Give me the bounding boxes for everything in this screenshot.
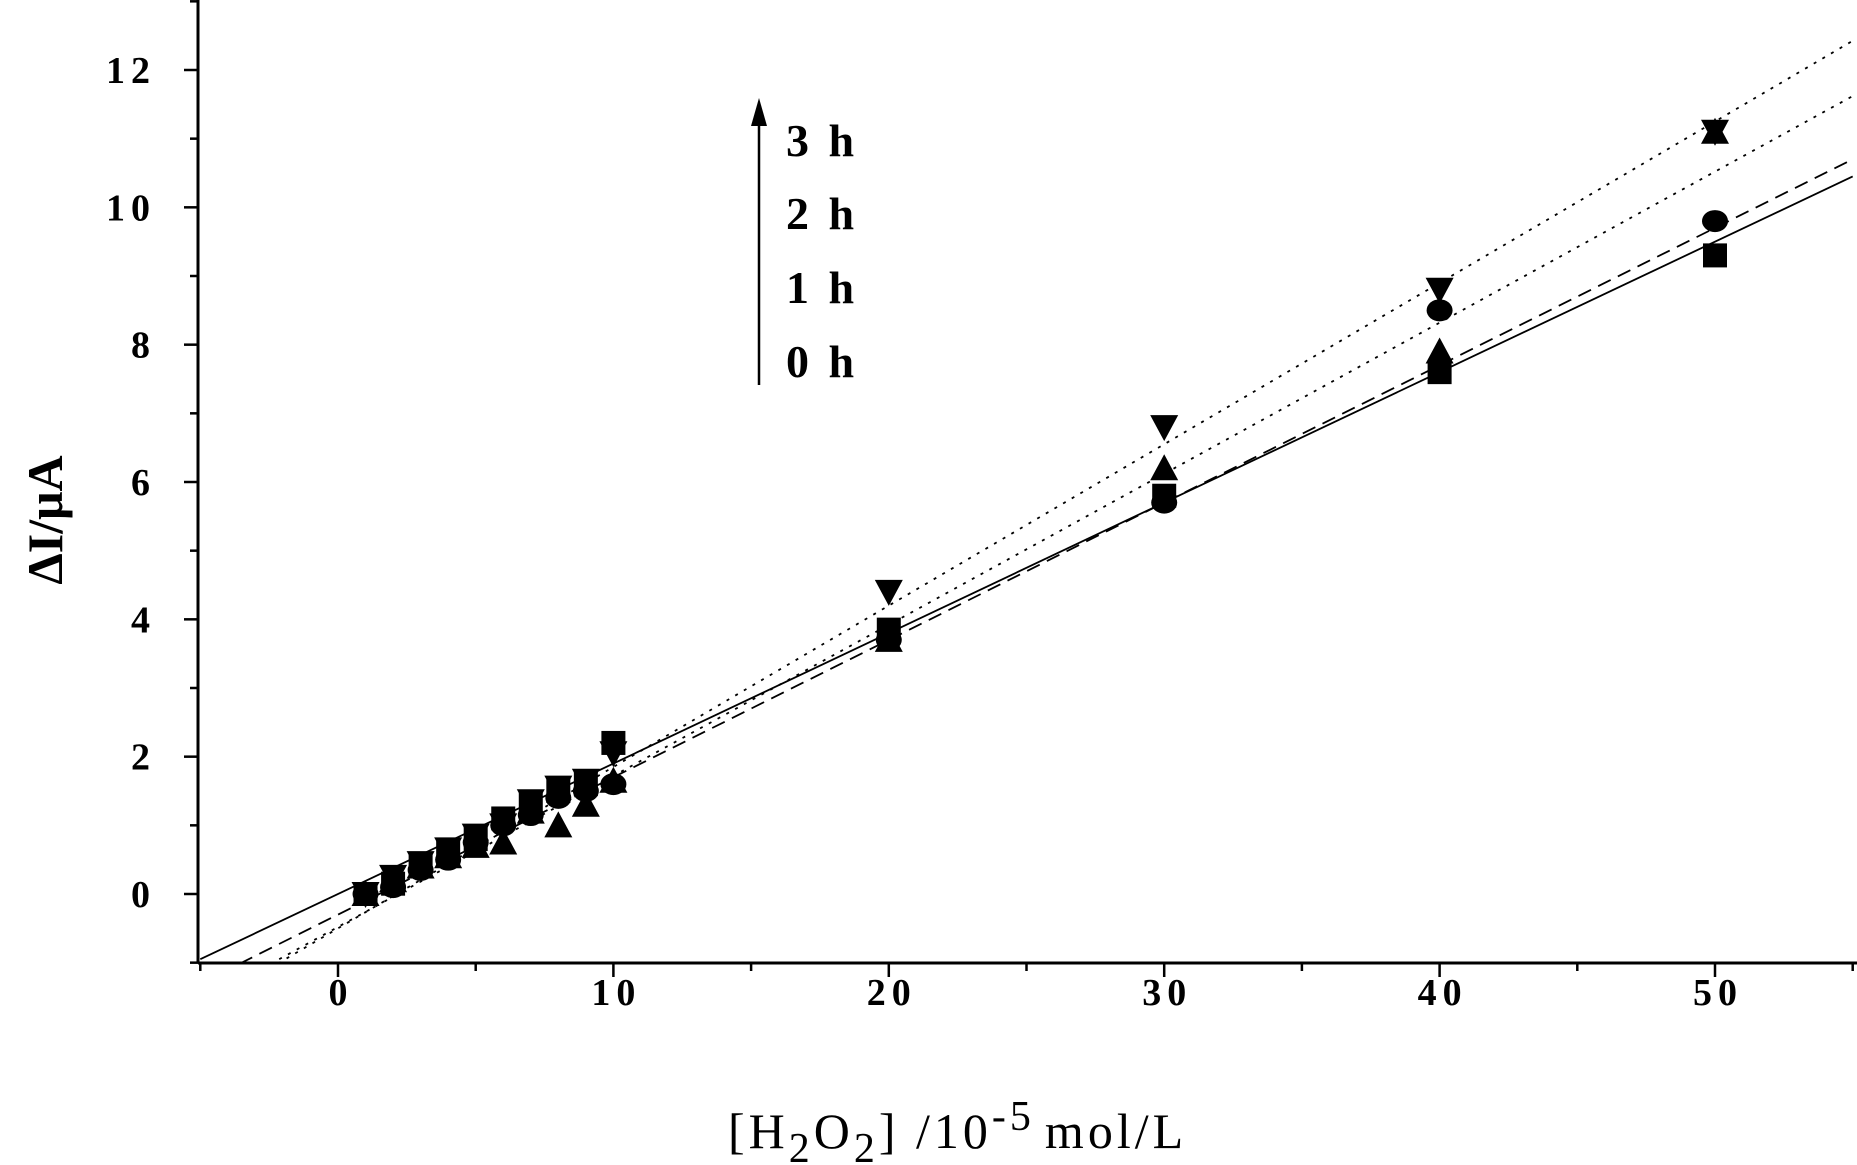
data-point-s3-2: [406, 851, 435, 878]
x-axis-title: [H2O2] /10-5 mol/L: [728, 1094, 1187, 1165]
data-point-s2-12: [1425, 337, 1454, 364]
y-tick-label-8: 8: [131, 325, 156, 367]
axes: 0 10 20 30 40 50 0 2 4 6 8 10 12: [106, 0, 1857, 1014]
plot-area: [199, 40, 1854, 963]
data-point-s3-10: [874, 579, 903, 606]
markers: [351, 117, 1729, 908]
data-point-s2-9: [599, 766, 628, 793]
data-point-s1-13: [1702, 210, 1728, 233]
data-point-s2-11: [1150, 454, 1179, 481]
x-tick-label-0: 0: [329, 972, 354, 1014]
data-point-s3-1: [379, 864, 408, 891]
data-point-s3-3: [434, 837, 463, 864]
x-axis-title-suffix: ] /10: [879, 1103, 992, 1159]
data-point-s2-10: [874, 625, 903, 652]
data-point-s0-13: [1703, 243, 1727, 268]
y-tick-label-12: 12: [106, 50, 156, 92]
annotation-label-2: 1 h: [786, 262, 858, 313]
y-tick-label-2: 2: [131, 737, 156, 779]
x-axis-title-mid: O: [814, 1103, 854, 1159]
data-point-s3-13: [1701, 119, 1729, 146]
data-point-s3-4: [461, 823, 490, 850]
annotation-arrow-head: [751, 98, 767, 126]
time-annotation: 3 h 2 h 1 h 0 h: [751, 98, 858, 387]
x-axis-title-sub2: 2: [854, 1126, 879, 1165]
x-axis-title-sup: -5: [992, 1094, 1035, 1140]
data-point-s3-5: [489, 813, 518, 840]
data-point-s1-11: [1151, 491, 1178, 514]
x-tick-label-10: 10: [591, 972, 641, 1014]
y-tick-label-10: 10: [106, 187, 156, 229]
y-tick-label-0: 0: [131, 874, 156, 916]
annotation-label-3: 0 h: [786, 336, 858, 387]
data-point-s3-11: [1150, 415, 1179, 442]
data-point-s3-6: [516, 789, 545, 816]
annotation-label-0: 3 h: [786, 115, 858, 166]
y-tick-label-6: 6: [131, 462, 156, 504]
data-point-s3-8: [571, 768, 600, 795]
data-point-s3-12: [1425, 277, 1454, 304]
x-axis-title-prefix: [H: [728, 1103, 789, 1159]
annotation-label-1: 2 h: [786, 188, 858, 239]
y-tick-label-4: 4: [131, 599, 156, 641]
x-axis-title-sub1: 2: [789, 1126, 814, 1165]
x-tick-label-40: 40: [1418, 972, 1468, 1014]
data-point-s2-7: [544, 811, 573, 838]
y-axis-title: ΔI/μA: [17, 455, 73, 584]
x-tick-label-50: 50: [1693, 972, 1743, 1014]
x-tick-label-30: 30: [1142, 972, 1192, 1014]
data-point-s0-12: [1427, 360, 1452, 385]
data-point-s3-7: [544, 775, 573, 802]
fit-line-4: [270, 95, 1854, 963]
data-point-s1-12: [1426, 299, 1453, 322]
data-point-s3-9: [599, 741, 628, 768]
data-point-s2-8: [571, 790, 600, 817]
data-point-s3-0: [351, 882, 380, 908]
x-axis-title-unit: mol/L: [1045, 1103, 1187, 1159]
data-point-s2-5: [489, 828, 518, 855]
x-tick-label-20: 20: [867, 972, 917, 1014]
